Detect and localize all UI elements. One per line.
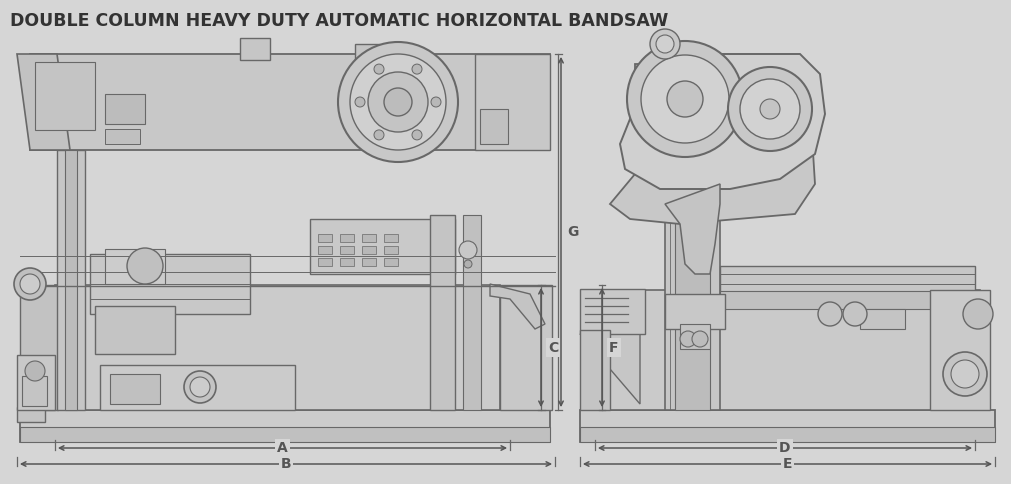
Text: G: G	[567, 225, 578, 239]
Circle shape	[649, 29, 679, 59]
Bar	[474, 54, 549, 150]
Bar	[579, 410, 994, 442]
Polygon shape	[489, 284, 545, 329]
Bar	[579, 330, 610, 410]
Bar	[594, 290, 979, 410]
Bar	[463, 215, 480, 410]
Bar	[340, 258, 354, 266]
Bar	[579, 427, 994, 442]
Bar	[929, 290, 989, 410]
Bar	[95, 306, 175, 354]
Circle shape	[338, 42, 458, 162]
Bar	[362, 258, 376, 266]
Bar	[340, 246, 354, 254]
Text: C: C	[547, 341, 558, 354]
Bar	[362, 246, 376, 254]
Bar	[17, 407, 44, 422]
Circle shape	[411, 64, 422, 74]
Text: B: B	[280, 457, 291, 471]
Bar	[679, 324, 710, 349]
Polygon shape	[17, 54, 70, 150]
Circle shape	[190, 377, 210, 397]
Circle shape	[666, 81, 703, 117]
Bar	[317, 246, 332, 254]
Bar	[20, 427, 549, 442]
Circle shape	[962, 299, 992, 329]
Bar	[664, 294, 724, 329]
Bar	[317, 234, 332, 242]
Bar	[579, 289, 644, 334]
Bar	[105, 94, 145, 124]
Circle shape	[14, 268, 45, 300]
Circle shape	[739, 79, 800, 139]
Bar	[317, 258, 332, 266]
Circle shape	[350, 54, 446, 150]
Bar	[55, 285, 499, 410]
Bar	[719, 291, 974, 309]
Bar	[90, 254, 250, 314]
Bar	[664, 140, 719, 410]
Circle shape	[679, 331, 696, 347]
Bar	[499, 285, 551, 410]
Circle shape	[374, 64, 383, 74]
Bar	[35, 62, 95, 130]
Circle shape	[950, 360, 978, 388]
Circle shape	[383, 88, 411, 116]
Bar	[57, 150, 85, 410]
Bar	[355, 44, 379, 64]
Polygon shape	[579, 334, 639, 404]
Bar	[20, 285, 58, 410]
Text: E: E	[782, 457, 792, 471]
Bar	[340, 234, 354, 242]
Bar	[20, 410, 549, 442]
Circle shape	[463, 260, 471, 268]
Circle shape	[727, 67, 811, 151]
Circle shape	[25, 361, 44, 381]
Bar	[110, 374, 160, 404]
Circle shape	[817, 302, 841, 326]
Polygon shape	[610, 64, 814, 224]
Circle shape	[184, 371, 215, 403]
Bar	[309, 219, 455, 274]
Bar	[17, 355, 55, 410]
Bar	[100, 365, 295, 410]
Bar	[362, 234, 376, 242]
Bar	[105, 129, 140, 144]
Bar	[30, 54, 549, 150]
Bar	[430, 215, 455, 410]
Circle shape	[431, 97, 441, 107]
Circle shape	[627, 41, 742, 157]
Circle shape	[368, 72, 428, 132]
Circle shape	[459, 241, 476, 259]
Polygon shape	[664, 184, 719, 274]
Bar	[859, 309, 904, 329]
Circle shape	[842, 302, 866, 326]
Polygon shape	[620, 54, 824, 189]
Bar	[383, 258, 397, 266]
Circle shape	[126, 248, 163, 284]
Circle shape	[692, 331, 708, 347]
Text: F: F	[609, 341, 618, 354]
Circle shape	[20, 274, 40, 294]
Circle shape	[640, 55, 728, 143]
Circle shape	[655, 35, 673, 53]
Circle shape	[411, 130, 422, 140]
Bar	[105, 249, 165, 284]
Bar	[479, 109, 508, 144]
Text: A: A	[277, 441, 287, 455]
Circle shape	[759, 99, 779, 119]
Circle shape	[355, 97, 365, 107]
Bar	[22, 376, 47, 406]
Circle shape	[374, 130, 383, 140]
Text: D: D	[778, 441, 790, 455]
Bar	[674, 140, 710, 410]
Text: DOUBLE COLUMN HEAVY DUTY AUTOMATIC HORIZONTAL BANDSAW: DOUBLE COLUMN HEAVY DUTY AUTOMATIC HORIZ…	[10, 12, 667, 30]
Bar	[383, 246, 397, 254]
Circle shape	[942, 352, 986, 396]
Bar	[240, 38, 270, 60]
Bar	[383, 234, 397, 242]
Bar	[719, 266, 974, 294]
Bar	[65, 150, 77, 410]
